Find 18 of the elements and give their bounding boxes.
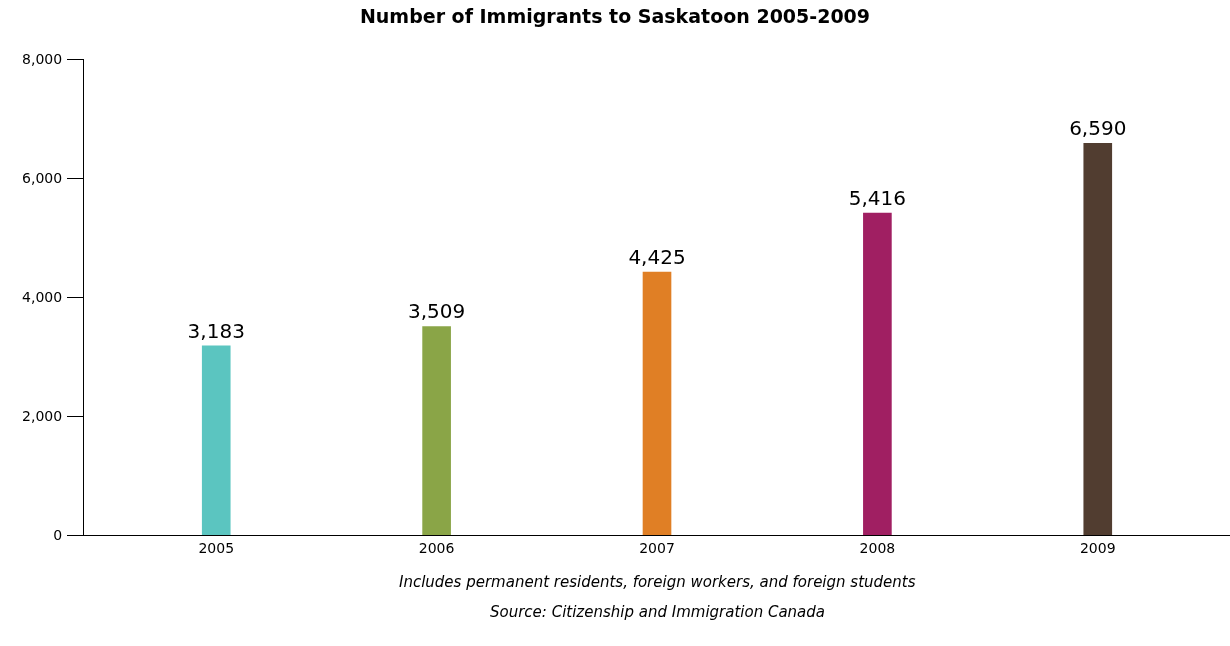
text: Includes permanent residents, foreign workers, and foreign students <box>399 573 916 591</box>
y-tick-label: 8,000 <box>22 50 63 67</box>
data-label: 5,416 <box>848 185 907 210</box>
y-tick-label: 2,000 <box>22 407 63 424</box>
data-label: 4,425 <box>628 244 686 269</box>
data-label: 6,590 <box>1069 115 1127 140</box>
x-tick-label: 2009 <box>1079 539 1116 556</box>
chart-title: Number of Immigrants to Saskatoon 2005-2009 <box>359 4 871 27</box>
y-tick-label: 6,000 <box>22 169 63 186</box>
data-label: 3,183 <box>187 318 245 343</box>
data-label: 3,509 <box>407 299 466 324</box>
x-tick-label: 2006 <box>418 539 455 556</box>
source-note: Source: Citizenship and Immigration Canada <box>490 603 826 621</box>
x-tick-label: 2005 <box>198 539 235 556</box>
x-tick-label: 2007 <box>639 539 675 556</box>
y-tick-label: 0 <box>53 526 63 543</box>
x-tick-label: 2008 <box>859 539 896 556</box>
y-tick-label: 4,000 <box>22 288 63 305</box>
